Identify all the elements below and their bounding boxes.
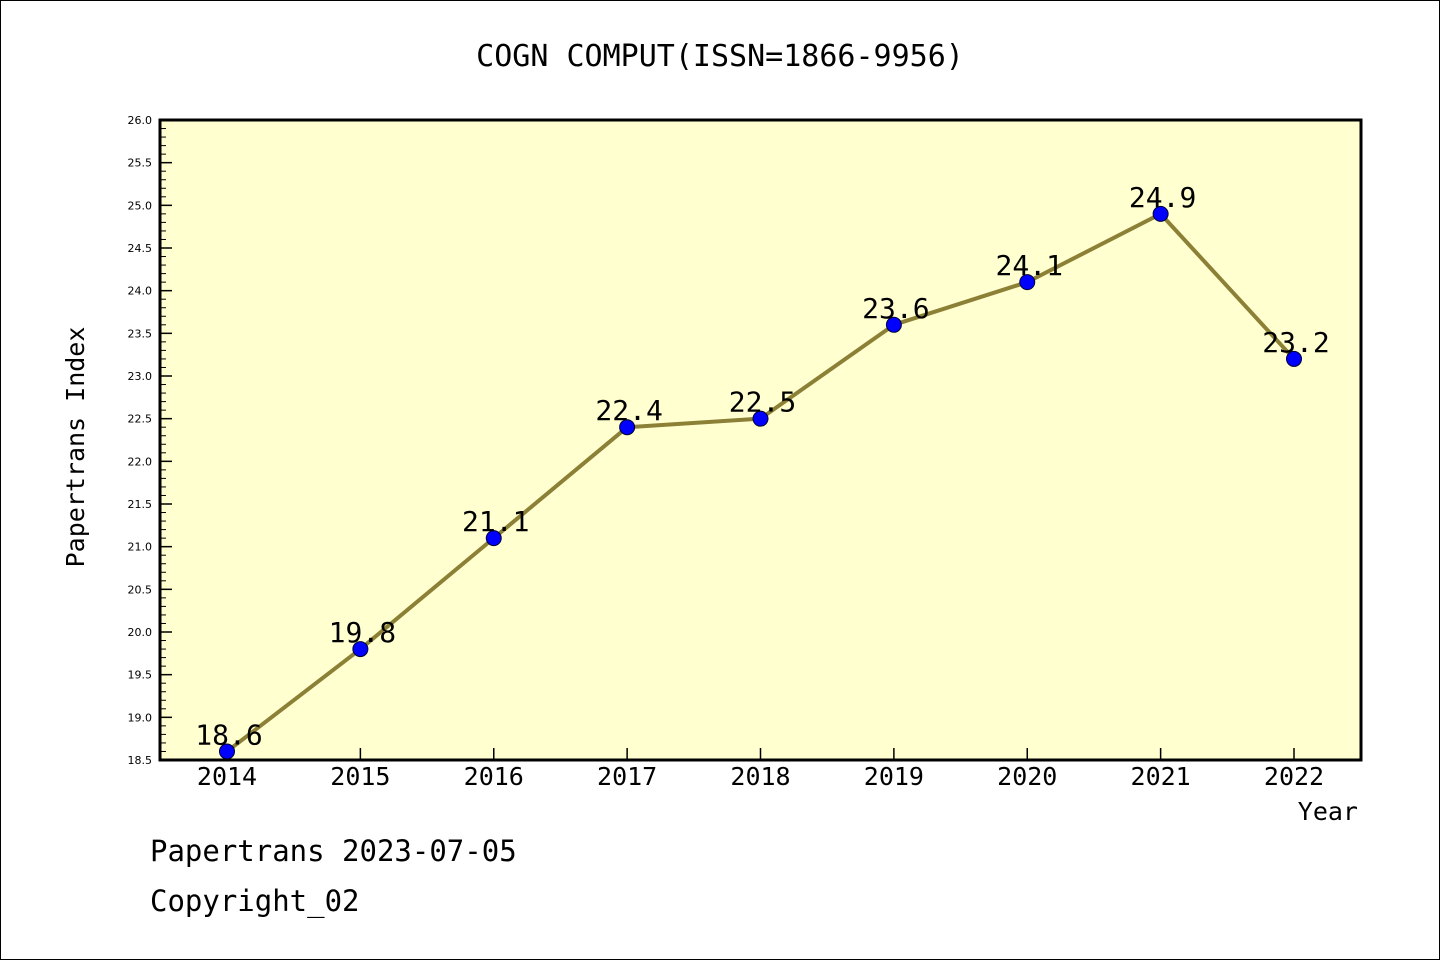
- y-axis-label: Papertrans Index: [61, 327, 90, 568]
- plot-border: [158, 118, 1363, 762]
- data-label: 22.5: [729, 386, 796, 419]
- data-point: [885, 316, 902, 333]
- data-label: 24.1: [996, 249, 1063, 282]
- data-point: [1286, 350, 1302, 367]
- y-tick-label: 22.5: [128, 413, 153, 426]
- data-label: 23.2: [1262, 326, 1329, 359]
- x-tick-label: 2021: [1131, 762, 1191, 791]
- data-point: [619, 419, 636, 436]
- chart-title: COGN COMPUT(ISSN=1866-9956): [476, 39, 964, 74]
- x-tick-label: 2017: [597, 762, 657, 791]
- data-point: [752, 410, 769, 427]
- y-tick-label: 24.0: [128, 285, 153, 298]
- y-tick-label: 26.0: [128, 114, 153, 127]
- data-label: 18.6: [195, 718, 262, 751]
- x-tick-label: 2022: [1264, 762, 1324, 791]
- x-tick-label: 2015: [330, 762, 390, 791]
- data-label: 19.8: [329, 616, 396, 649]
- data-point: [485, 530, 502, 547]
- data-point: [352, 641, 369, 658]
- y-tick-label: 23.0: [128, 370, 153, 383]
- y-tick-label: 19.0: [128, 711, 153, 724]
- y-tick-label: 20.5: [128, 583, 153, 596]
- y-tick-label: 25.5: [128, 157, 153, 170]
- data-point: [1152, 205, 1169, 222]
- data-point: [1019, 274, 1036, 291]
- x-tick-label: 2020: [997, 762, 1057, 791]
- data-label: 24.9: [1129, 181, 1196, 214]
- y-tick-label: 19.5: [128, 669, 153, 682]
- y-tick-label: 21.0: [128, 541, 153, 554]
- x-tick-label: 2018: [730, 762, 790, 791]
- y-tick-label: 22.0: [128, 455, 153, 468]
- x-axis-label: Year: [1298, 797, 1358, 826]
- data-points: [219, 205, 1302, 760]
- y-tick-label: 20.0: [128, 626, 153, 639]
- x-tick-label: 2014: [197, 762, 257, 791]
- y-axis-ticks: 18.5 19.0 19.5 20.0 20.5 21.0 21.5 22.0 22.5 23.0…: [128, 114, 172, 767]
- y-tick-label: 24.5: [128, 242, 153, 255]
- data-label: 21.1: [462, 505, 529, 538]
- data-label: 22.4: [595, 394, 662, 427]
- x-tick-label: 2016: [464, 762, 524, 791]
- data-label: 23.6: [862, 292, 929, 325]
- footer-date: Papertrans 2023-07-05: [150, 834, 517, 868]
- x-tick-label: 2019: [864, 762, 924, 791]
- data-labels: 18.6 19.8 21.1 22.4 22.5 23.6 24.1 24.9 23.2: [195, 181, 1329, 752]
- y-tick-label: 21.5: [128, 498, 153, 511]
- x-axis-ticks: 2014 2015 2016 2017 2018 2019 2020 2021 2022: [197, 748, 1324, 791]
- y-tick-label: 18.5: [128, 754, 153, 767]
- y-tick-label: 25.0: [128, 199, 153, 212]
- footer-copyright: Copyright_02: [150, 884, 360, 918]
- y-tick-label: 23.5: [128, 327, 153, 340]
